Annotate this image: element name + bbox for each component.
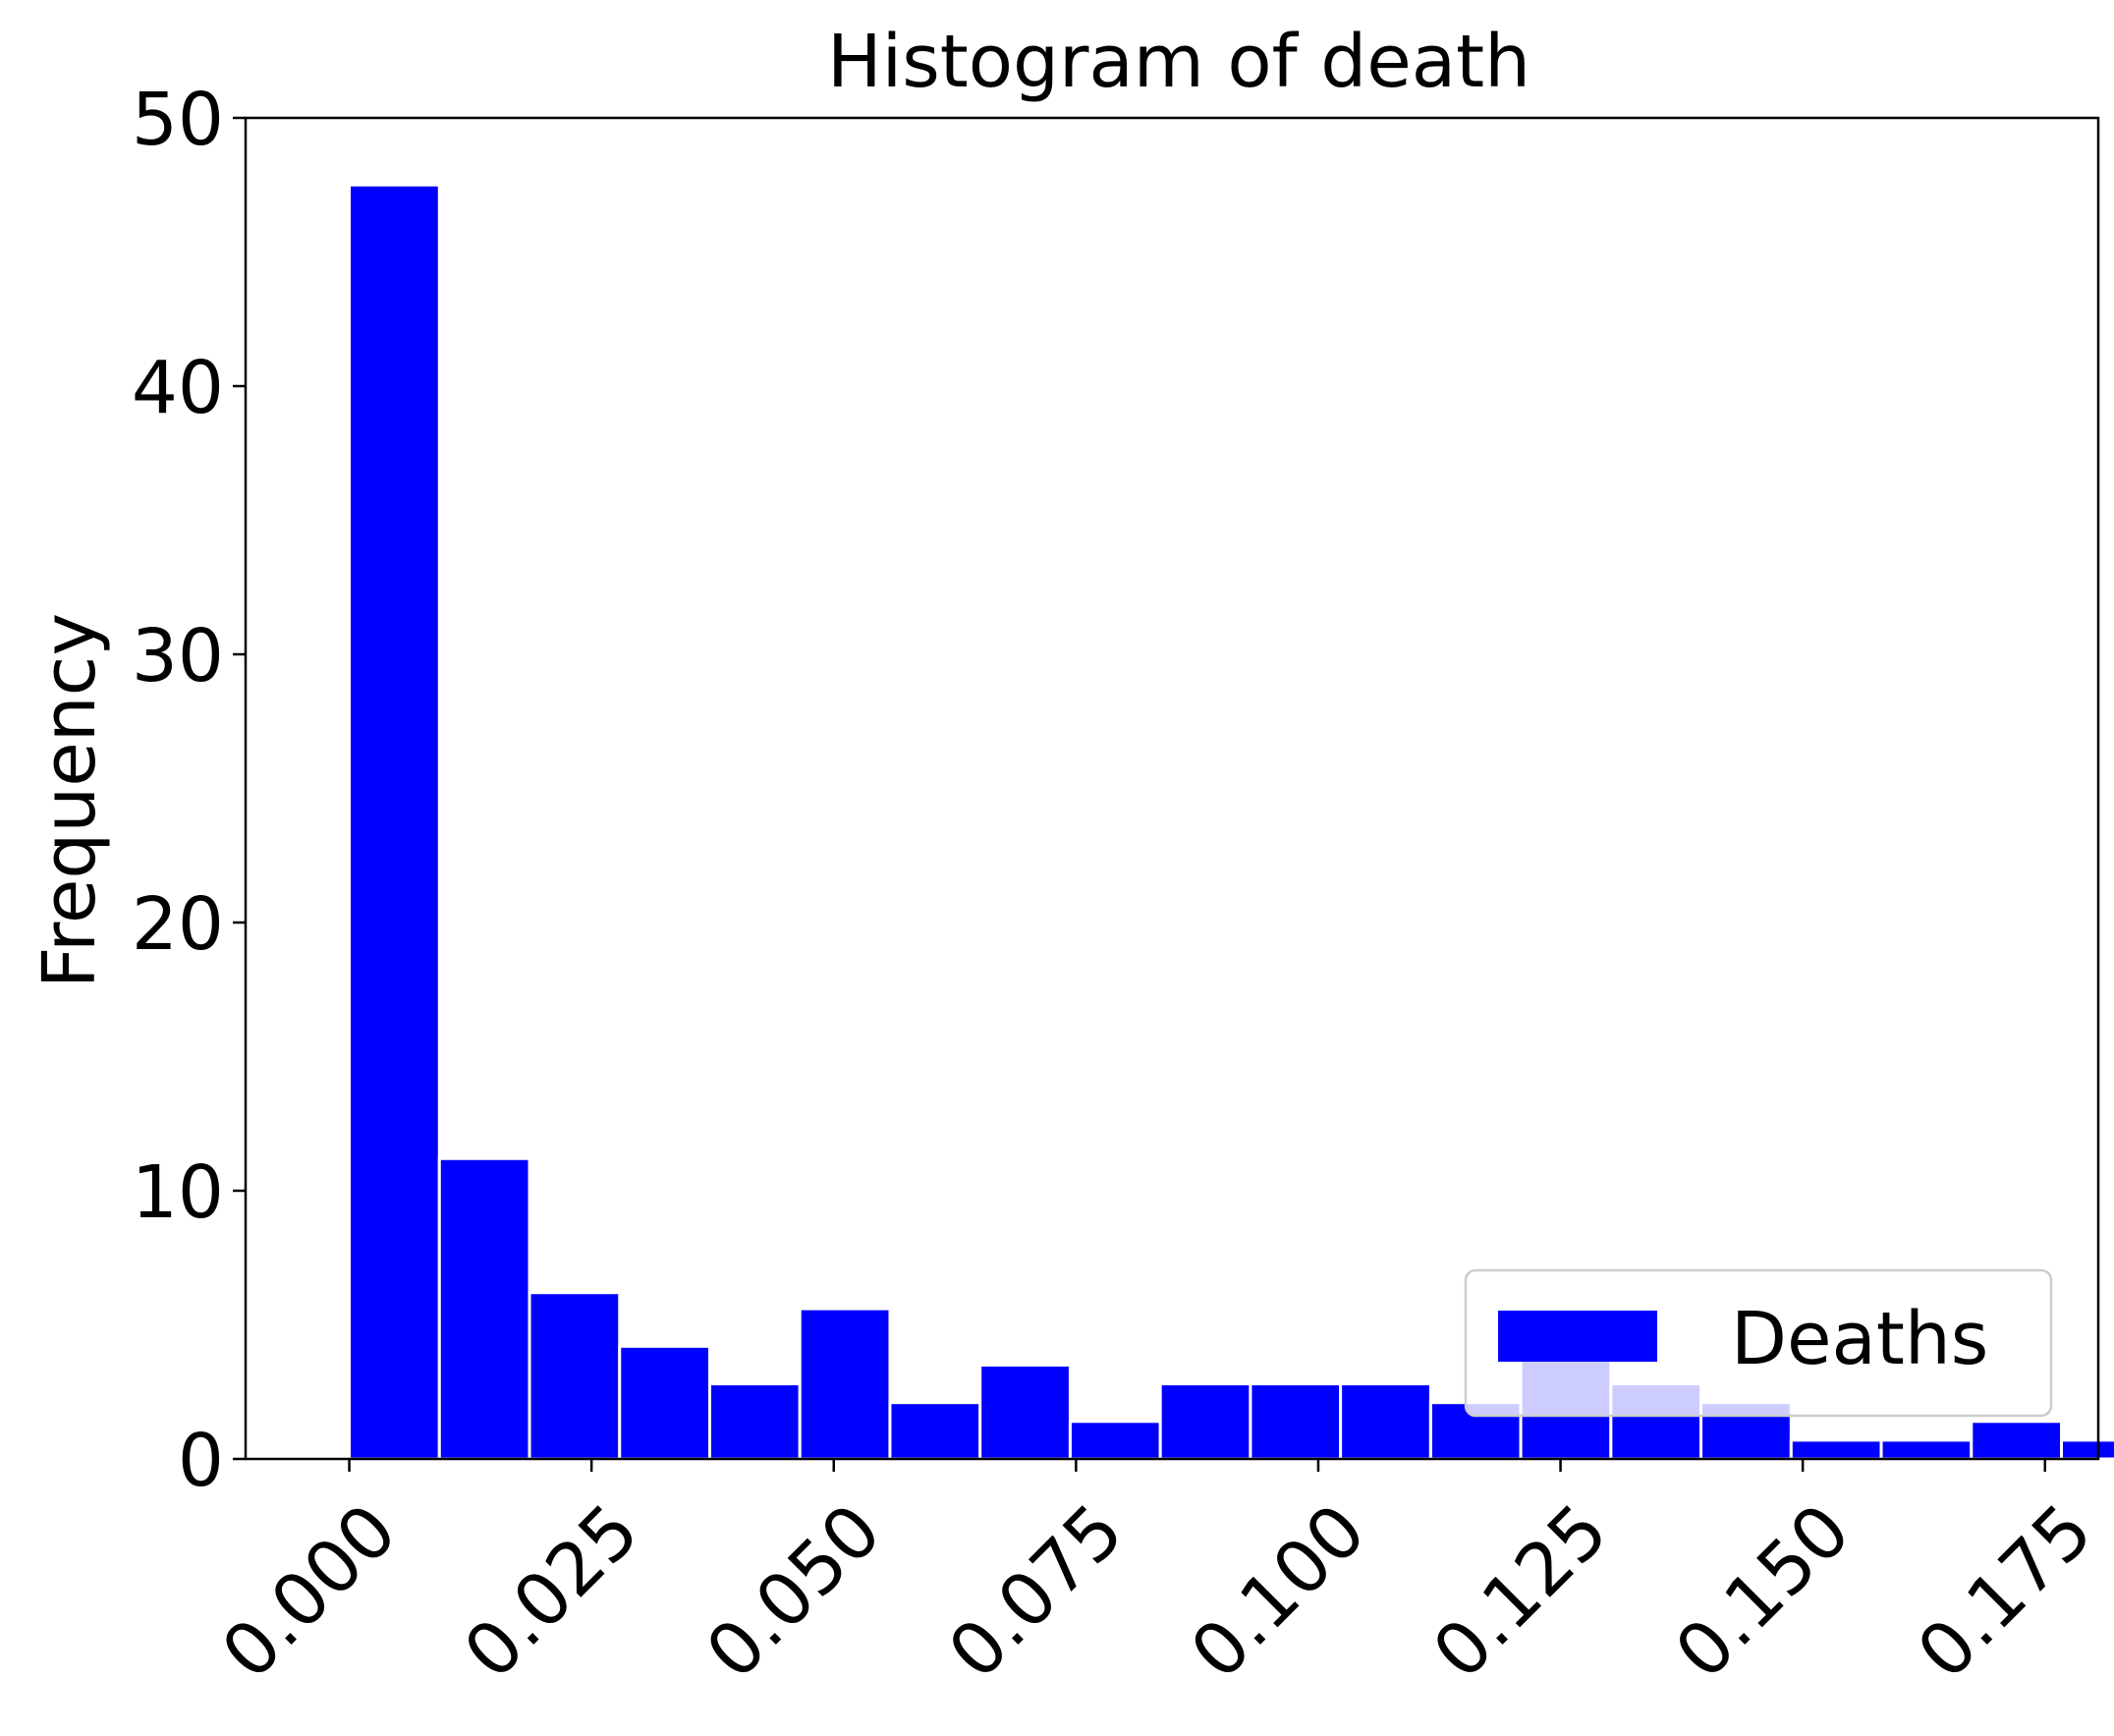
chart-title: Histogram of death: [827, 20, 1530, 104]
y-tick-label: 30: [132, 614, 224, 699]
histogram-bar: [1879, 1438, 1974, 1461]
histogram-bar: [348, 183, 441, 1461]
histogram-bar: [1249, 1382, 1343, 1461]
y-axis: 0 10 20 30 40 50: [132, 78, 246, 1503]
y-tick-label: 10: [132, 1150, 224, 1235]
histogram-bar: [1789, 1438, 1883, 1461]
histogram-bar: [618, 1344, 711, 1461]
histogram-bar: [707, 1382, 802, 1461]
legend-label-deaths: Deaths: [1731, 1297, 1988, 1381]
y-axis-label: Frequency: [28, 613, 112, 988]
histogram-bar: [1339, 1382, 1432, 1461]
bars-layer: [348, 183, 2114, 1461]
histogram-bar: [2060, 1438, 2114, 1461]
y-tick-label: 50: [132, 78, 224, 162]
y-tick-label: 20: [132, 882, 224, 967]
histogram-bar: [1970, 1420, 2064, 1461]
y-tick-label: 0: [178, 1419, 224, 1503]
histogram-bar: [437, 1156, 531, 1461]
legend: Deaths: [1464, 1268, 2053, 1418]
histogram-bar: [978, 1363, 1072, 1461]
histogram-bar: [1158, 1382, 1252, 1461]
plot-frame: [244, 116, 2100, 1461]
y-tick-label: 40: [132, 346, 224, 430]
histogram-bar: [798, 1307, 892, 1461]
legend-box: [1464, 1268, 2053, 1418]
legend-swatch-deaths: [1498, 1311, 1657, 1362]
histogram-bar: [1068, 1420, 1162, 1461]
histogram-bar: [888, 1401, 982, 1461]
histogram-bar: [528, 1291, 622, 1461]
